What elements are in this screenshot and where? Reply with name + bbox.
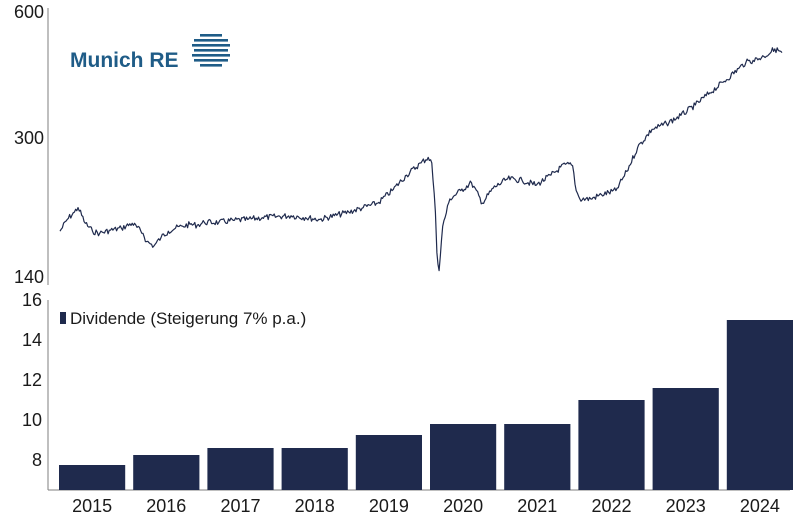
legend-label: Dividende (Steigerung 7% p.a.) [70,309,306,328]
logo-stripe [194,49,228,52]
bar-x-tick-label: 2023 [666,496,706,516]
bar-x-tick-label: 2020 [443,496,483,516]
dividend-bar [59,465,126,490]
bar-y-tick-label: 14 [22,330,42,350]
line-y-tick-label: 140 [14,267,44,287]
logo-stripe [192,44,230,47]
bar-x-tick-label: 2021 [517,496,557,516]
dividend-bar [133,455,200,490]
dividend-bar [578,400,645,490]
bar-x-tick-label: 2019 [369,496,409,516]
dividend-bar [504,424,571,490]
bar-chart [59,320,793,490]
dividend-bar [430,424,497,490]
bar-y-tick-label: 16 [22,290,42,310]
logo-stripe [194,39,228,42]
line-chart [59,47,783,272]
bar-y-tick-label: 8 [32,450,42,470]
bar-x-tick-label: 2017 [220,496,260,516]
logo-text: Munich RE [70,49,179,72]
dividend-bar [355,435,422,490]
tick-labels: 600 300 140 2015 2016 2017 2018 2019 2020 2021 202… [14,2,780,516]
dividend-bar [207,448,274,490]
bar-x-tick-label: 2015 [72,496,112,516]
line-y-tick-label: 600 [14,2,44,22]
bar-x-tick-label: 2016 [146,496,186,516]
legend: Dividende (Steigerung 7% p.a.) [60,309,306,328]
logo-mark-icon [192,34,230,67]
munich-re-logo: Munich RE [70,34,230,72]
dividend-bar [281,448,348,490]
price-line [59,47,783,272]
bar-y-tick-label: 10 [22,410,42,430]
bar-x-tick-label: 2022 [591,496,631,516]
bar-x-tick-label: 2018 [295,496,335,516]
logo-stripe [192,54,230,57]
dividend-bar [652,388,719,490]
logo-stripe [200,64,222,67]
logo-stripe [200,34,222,37]
line-y-tick-label: 300 [14,128,44,148]
bar-x-tick-label: 2024 [740,496,780,516]
legend-swatch [60,312,66,324]
dividend-bar [726,320,793,490]
logo-stripe [194,59,228,62]
bar-y-tick-label: 12 [22,370,42,390]
